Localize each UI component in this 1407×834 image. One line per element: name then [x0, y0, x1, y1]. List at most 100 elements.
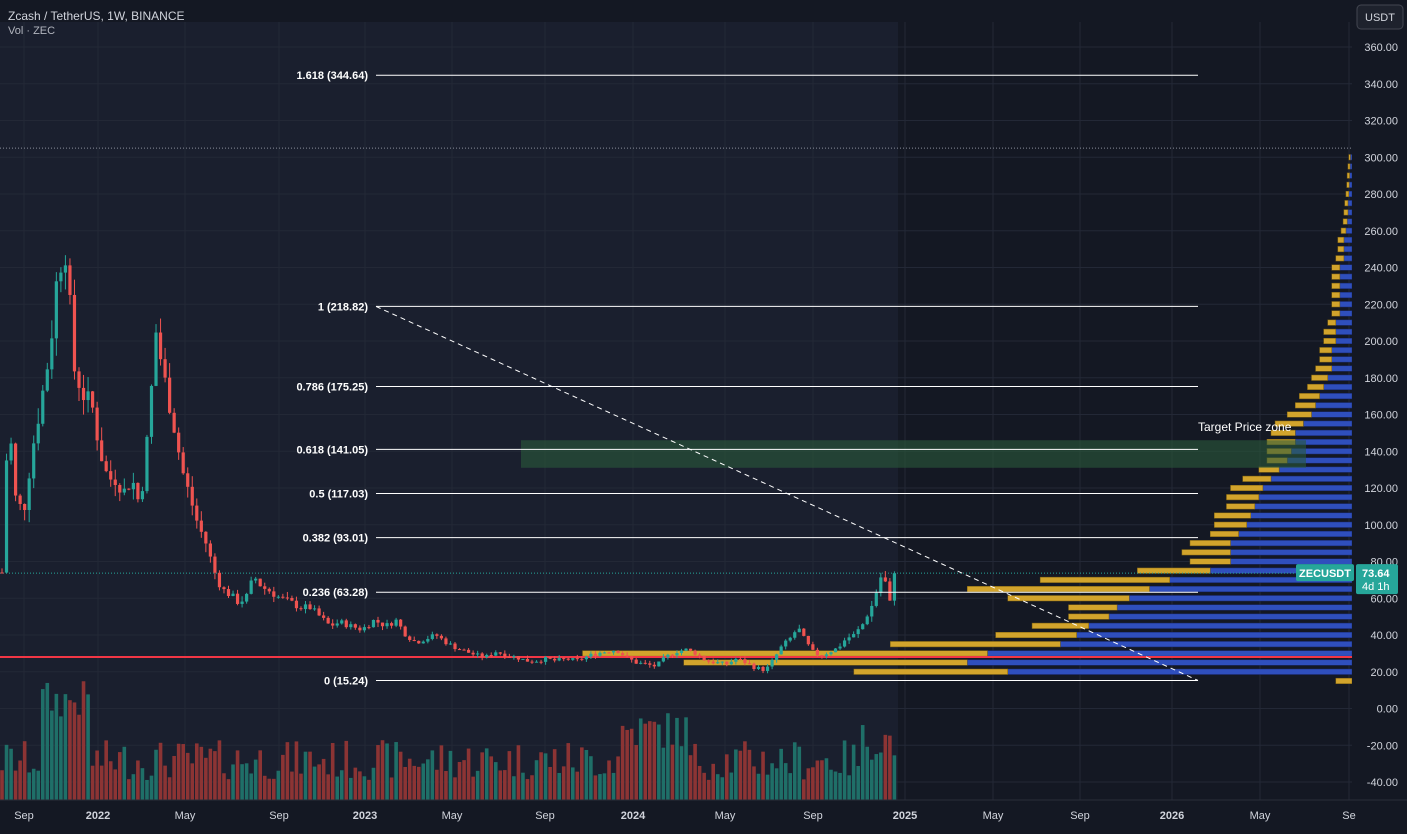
- volume-bar: [580, 747, 584, 800]
- volume-profile-up-bar: [1346, 218, 1353, 225]
- volume-profile-down-bar: [1299, 393, 1320, 400]
- volume-profile-down-bar: [1311, 374, 1328, 381]
- volume-bar: [638, 718, 643, 800]
- volume-profile-up-bar: [1347, 200, 1353, 207]
- candle-body: [784, 640, 788, 647]
- volume-profile-down-bar: [683, 659, 968, 666]
- volume-bar: [752, 766, 756, 800]
- candle-body: [820, 655, 824, 657]
- candle-body: [539, 661, 543, 663]
- candle-body: [625, 655, 629, 657]
- candle-body: [521, 658, 525, 660]
- volume-bar: [335, 776, 340, 800]
- volume-profile-up-bar: [1343, 236, 1353, 243]
- horizontal-lines: [0, 147, 1352, 659]
- candle-body: [562, 658, 566, 660]
- volume-bar: [167, 777, 172, 800]
- candle-body: [453, 643, 457, 650]
- volume-profile-up-bar: [1335, 328, 1353, 335]
- volume-bar: [90, 765, 95, 800]
- volume-profile-up-bar: [1335, 319, 1353, 326]
- candle-body: [580, 658, 584, 660]
- volume-bar: [380, 740, 385, 800]
- target-price-zone: [521, 440, 1306, 468]
- volume-profile-up-bar: [1323, 383, 1353, 390]
- currency-button[interactable]: [1356, 4, 1404, 30]
- candle-body: [670, 654, 675, 656]
- volume-bar: [99, 765, 104, 800]
- volume-bar: [312, 766, 317, 800]
- candle-body: [195, 505, 199, 521]
- candle-body: [254, 578, 258, 581]
- time-tick-label: May: [442, 810, 463, 822]
- volume-bar: [561, 766, 566, 800]
- candle-body: [874, 592, 878, 606]
- volume-profile-up-bar: [1149, 586, 1353, 593]
- volume-profile-up-bar: [1339, 292, 1353, 299]
- candle-body: [299, 608, 303, 610]
- volume-bar: [539, 752, 543, 800]
- volume-bar: [36, 770, 41, 800]
- candle-body: [199, 520, 203, 532]
- volume-profile-up-bar: [1230, 558, 1353, 565]
- volume-bar: [503, 770, 507, 800]
- candle-body: [59, 272, 63, 282]
- candle-body: [435, 634, 439, 636]
- volume-indicator-label: Vol · ZEC: [8, 25, 56, 37]
- candle-body: [235, 593, 240, 604]
- volume-bar: [194, 743, 199, 800]
- volume-bar: [616, 756, 620, 800]
- volume-profile-up-bar: [1246, 521, 1353, 528]
- volume-bar: [353, 767, 358, 800]
- volume-profile-down-bar: [1137, 567, 1211, 574]
- volume-profile-down-bar: [1344, 200, 1349, 207]
- price-tick-label: 20.00: [1370, 667, 1398, 679]
- price-tick-label: 200.00: [1364, 336, 1398, 348]
- time-tick-label: Se: [1342, 810, 1355, 822]
- volume-bar: [240, 764, 244, 800]
- candle-body: [661, 657, 665, 662]
- volume-bar: [462, 760, 466, 800]
- candle-body: [698, 654, 702, 656]
- volume-profile-down-bar: [1348, 154, 1351, 161]
- volume-profile-up-bar: [1315, 402, 1353, 409]
- candle-body: [643, 662, 647, 664]
- candle-body: [81, 387, 86, 401]
- candle-body: [45, 369, 49, 391]
- volume-profile-down-bar: [967, 586, 1150, 593]
- candle-body: [756, 666, 761, 670]
- volume-bar: [629, 728, 634, 800]
- dashed-trendline: [375, 305, 1199, 681]
- volume-profile-down-bar: [1315, 365, 1333, 372]
- symbol-title: Zcash / TetherUS, 1W, BINANCE: [8, 9, 185, 23]
- volume-profile-down-bar: [1274, 420, 1304, 427]
- current-price-tag-bg: [1356, 564, 1398, 595]
- volume-profile-up-bar: [1116, 604, 1353, 611]
- volume-bar: [747, 749, 752, 800]
- candle-body: [544, 656, 548, 662]
- candle-body: [9, 443, 13, 461]
- candle-body: [707, 660, 711, 662]
- volume-bar: [45, 682, 50, 800]
- candle-body: [136, 482, 140, 500]
- volume-profile-up-bar: [1339, 310, 1353, 317]
- fib-level-label: 0.618 (141.05): [296, 444, 368, 456]
- candle-body: [349, 624, 353, 628]
- price-tick-label: 260.00: [1364, 226, 1398, 238]
- candle-body: [657, 661, 661, 667]
- volume-profile-up-bar: [1348, 181, 1353, 188]
- volume-bar: [548, 766, 552, 800]
- candle-body: [684, 648, 688, 651]
- candle-body: [639, 662, 643, 664]
- volume-bar: [879, 752, 883, 800]
- price-tick-label: 140.00: [1364, 446, 1398, 458]
- volume-profile-down-bar: [1327, 319, 1337, 326]
- volume-bar: [13, 770, 18, 800]
- volume-bar: [779, 748, 783, 800]
- volume-bar: [512, 776, 516, 800]
- volume-bar: [566, 743, 571, 800]
- volume-profile-up-bar: [1108, 613, 1353, 620]
- volume-bar: [838, 772, 842, 800]
